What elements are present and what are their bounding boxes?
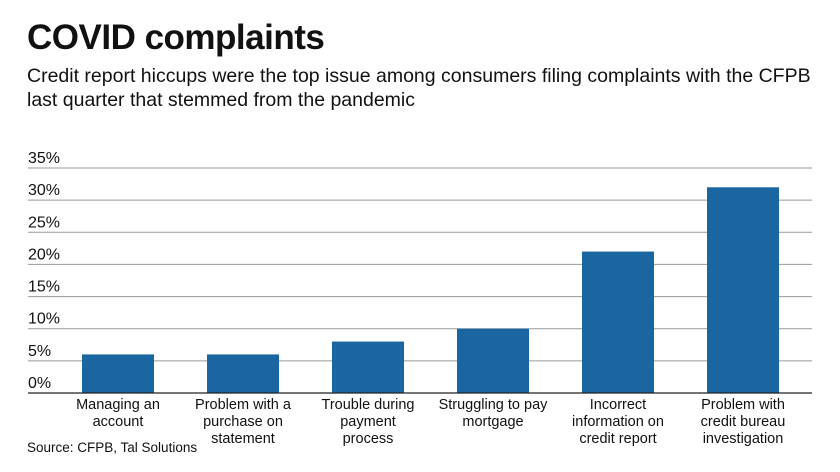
y-tick-label: 20% [28,246,60,263]
source-note: Source: CFPB, Tal Solutions [27,440,198,455]
bar [332,341,404,393]
x-category-label: Trouble during payment process [322,397,415,447]
x-category-label: Managing an account [76,397,160,430]
x-category-label-line: Trouble during [322,397,415,413]
bar [582,251,654,393]
x-category-label: Incorrect information on credit report [572,397,664,447]
x-category-label-line: statement [211,431,275,447]
bar [207,354,279,393]
x-category-label-line: Incorrect [590,397,646,413]
y-tick-label: 25% [28,214,60,231]
x-category-label-line: process [343,431,394,447]
bar [82,354,154,393]
x-category-label-line: mortgage [462,414,523,430]
gridlines [28,167,812,362]
x-category-label-line: Problem with [701,397,785,413]
chart-title: COVID complaints [27,18,325,57]
y-tick-label: 30% [28,182,60,199]
x-category-label-line: Managing an [76,397,160,413]
x-category-label-line: payment [340,414,396,430]
y-tick-label: 0% [28,375,51,392]
x-category-label: Struggling to pay mortgage [439,397,549,430]
x-category-label-line: investigation [703,431,784,447]
x-category-label-line: Problem with a [195,397,292,413]
x-category-label-line: information on [572,414,664,430]
y-tick-label: 10% [28,311,60,328]
x-category-label-line: credit bureau [701,414,786,430]
bar [707,187,779,393]
x-category-label-line: account [93,414,144,430]
y-tick-label: 5% [28,343,51,360]
x-axis-category-labels: Managing an account Problem with a purchase… [76,397,785,447]
x-category-label: Problem with a purchase on statement [195,397,292,447]
y-axis-tick-labels: 0% 5% 10% 15% 20% 25% 30% 35% [28,150,60,392]
y-tick-label: 35% [28,150,60,167]
x-category-label-line: purchase on [203,414,283,430]
x-category-label: Problem with credit bureau investigation [701,397,786,447]
chart-subtitle: Credit report hiccups were the top issue… [27,65,811,111]
x-category-label-line: credit report [579,431,656,447]
x-category-label-line: Struggling to pay [439,397,549,413]
bars [82,187,779,393]
bar [457,328,529,393]
y-tick-label: 15% [28,279,60,296]
